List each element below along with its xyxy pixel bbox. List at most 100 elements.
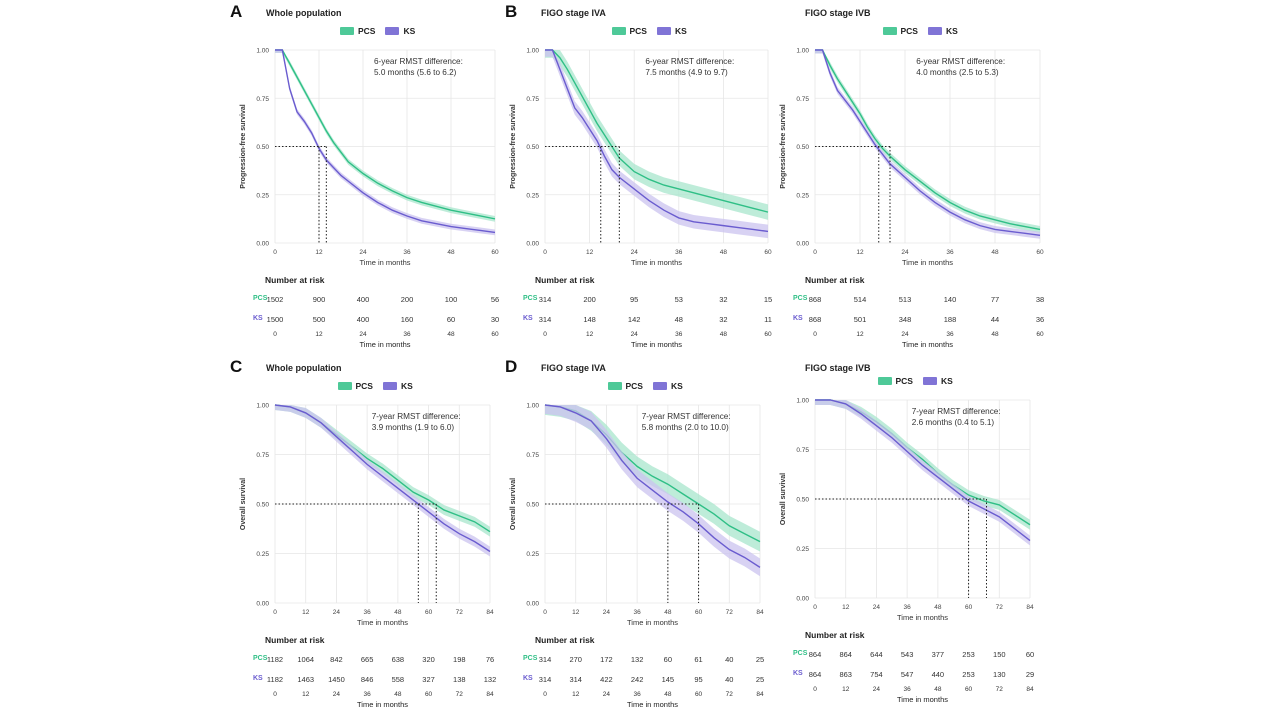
rmst-annotation: 7-year RMST difference: bbox=[912, 407, 1001, 416]
risk-cell: 868 bbox=[808, 315, 822, 324]
legend: PCS KS bbox=[607, 381, 683, 391]
x-tick-label: 24 bbox=[333, 609, 341, 616]
legend-item-pcs: PCS bbox=[877, 376, 913, 386]
y-tick-label: 0.25 bbox=[256, 192, 269, 199]
risk-row-label: KS bbox=[793, 670, 803, 677]
legend: PCS KS bbox=[340, 26, 415, 36]
risk-cell: 863 bbox=[839, 670, 852, 679]
y-tick-label: 1.00 bbox=[526, 48, 539, 55]
panel-letter: C bbox=[230, 357, 243, 376]
risk-cell: 513 bbox=[898, 295, 912, 304]
legend-swatch bbox=[340, 27, 354, 35]
y-tick-label: 0.00 bbox=[526, 601, 539, 608]
y-tick-label: 0.50 bbox=[526, 144, 539, 151]
risk-cell: 48 bbox=[674, 315, 683, 324]
survival-curve-ks bbox=[544, 404, 761, 568]
y-tick-label: 0.25 bbox=[796, 546, 809, 553]
risk-cell: 327 bbox=[422, 675, 435, 684]
panel-title: FIGO stage IVB bbox=[805, 8, 871, 18]
km-plot: 0 12 24 36 48 60 72 84 0.00 0.25 0.50 0.75 1.00 Time … bbox=[240, 403, 494, 628]
risk-time-tick: 24 bbox=[332, 691, 341, 698]
risk-cell: 38 bbox=[1035, 295, 1045, 304]
x-tick-label: 60 bbox=[491, 249, 499, 256]
y-tick-label: 0.75 bbox=[526, 96, 539, 103]
risk-cell: 864 bbox=[808, 670, 822, 679]
x-tick-label: 60 bbox=[1036, 249, 1044, 256]
risk-time-tick: 24 bbox=[630, 331, 638, 338]
x-axis-label: Time in months bbox=[631, 258, 682, 267]
y-tick-label: 1.00 bbox=[256, 403, 269, 410]
risk-time-tick: 0 bbox=[813, 686, 817, 693]
risk-time-tick: 48 bbox=[934, 686, 942, 693]
risk-time-tick: 0 bbox=[273, 331, 277, 338]
risk-time-tick: 12 bbox=[585, 331, 594, 338]
rmst-annotation: 7.5 months (4.9 to 9.7) bbox=[645, 68, 728, 77]
rmst-annotation: 6-year RMST difference: bbox=[374, 57, 463, 66]
risk-cell: 900 bbox=[312, 295, 326, 304]
risk-cell: 1500 bbox=[266, 315, 284, 324]
survival-curve-ks bbox=[545, 49, 769, 233]
legend-label: PCS bbox=[355, 381, 373, 391]
x-tick-label: 84 bbox=[486, 609, 494, 616]
x-axis-label: Time in months bbox=[902, 258, 953, 267]
risk-time-tick: 84 bbox=[756, 691, 764, 698]
panel-title: Whole population bbox=[266, 8, 342, 18]
x-tick-label: 24 bbox=[359, 249, 367, 256]
y-tick-label: 0.50 bbox=[796, 144, 809, 151]
x-tick-label: 48 bbox=[447, 249, 455, 256]
legend-swatch bbox=[607, 382, 622, 390]
y-tick-label: 0.00 bbox=[256, 601, 269, 608]
risk-cell: 547 bbox=[900, 670, 914, 679]
km-plot: 0 12 24 36 48 60 0.00 0.25 0.50 0.75 1.00 Time in m… bbox=[780, 48, 1044, 268]
x-tick-label: 12 bbox=[302, 609, 310, 616]
x-tick-label: 0 bbox=[273, 249, 277, 256]
x-tick-label: 24 bbox=[873, 604, 881, 611]
y-tick-label: 1.00 bbox=[256, 48, 269, 55]
legend-item-pcs: PCS bbox=[337, 381, 373, 391]
risk-cell: 1064 bbox=[297, 655, 315, 664]
risk-row-label: PCS bbox=[253, 655, 268, 662]
rmst-annotation: 7-year RMST difference: bbox=[642, 412, 731, 421]
risk-table-title: Number at risk bbox=[805, 630, 865, 640]
legend: PCS KS bbox=[611, 26, 687, 36]
legend: PCS KS bbox=[882, 26, 958, 36]
y-tick-label: 0.50 bbox=[796, 497, 809, 504]
y-tick-label: 0.00 bbox=[526, 241, 539, 248]
x-tick-label: 12 bbox=[842, 604, 850, 611]
risk-time-tick: 72 bbox=[725, 691, 733, 698]
risk-cell: 864 bbox=[839, 650, 852, 659]
legend-label: PCS bbox=[895, 376, 913, 386]
risk-cell: 148 bbox=[583, 315, 596, 324]
y-tick-label: 1.00 bbox=[796, 48, 809, 55]
legend-label: KS bbox=[670, 381, 683, 391]
risk-cell: 253 bbox=[962, 670, 975, 679]
risk-cell: 638 bbox=[391, 655, 405, 664]
risk-cell: 130 bbox=[993, 670, 1006, 679]
risk-time-tick: 0 bbox=[813, 331, 817, 338]
x-tick-label: 36 bbox=[364, 609, 372, 616]
legend-swatch bbox=[652, 382, 667, 390]
risk-row-label: KS bbox=[523, 315, 533, 322]
risk-cell: 842 bbox=[330, 655, 343, 664]
x-tick-label: 12 bbox=[315, 249, 323, 256]
risk-time-tick: 24 bbox=[359, 331, 367, 338]
ci-band-ks bbox=[815, 400, 1030, 546]
legend-item-ks: KS bbox=[382, 381, 413, 391]
risk-cell: 200 bbox=[583, 295, 596, 304]
y-axis-label: Overall survival bbox=[780, 473, 787, 525]
legend-label: KS bbox=[403, 26, 416, 36]
risk-cell: 543 bbox=[900, 650, 914, 659]
risk-time-tick: 72 bbox=[995, 686, 1003, 693]
legend: PCS KS bbox=[877, 376, 953, 386]
risk-cell: 253 bbox=[962, 650, 975, 659]
y-tick-label: 0.25 bbox=[526, 192, 539, 199]
panel-letter: D bbox=[505, 357, 518, 376]
x-tick-label: 36 bbox=[946, 249, 954, 256]
legend-swatch bbox=[656, 27, 671, 35]
y-tick-label: 0.25 bbox=[796, 192, 809, 199]
x-tick-label: 48 bbox=[664, 609, 672, 616]
survival-curve-ks bbox=[275, 49, 496, 234]
risk-table-title: Number at risk bbox=[805, 275, 865, 285]
risk-cell: 314 bbox=[538, 675, 552, 684]
legend-swatch bbox=[922, 377, 937, 385]
